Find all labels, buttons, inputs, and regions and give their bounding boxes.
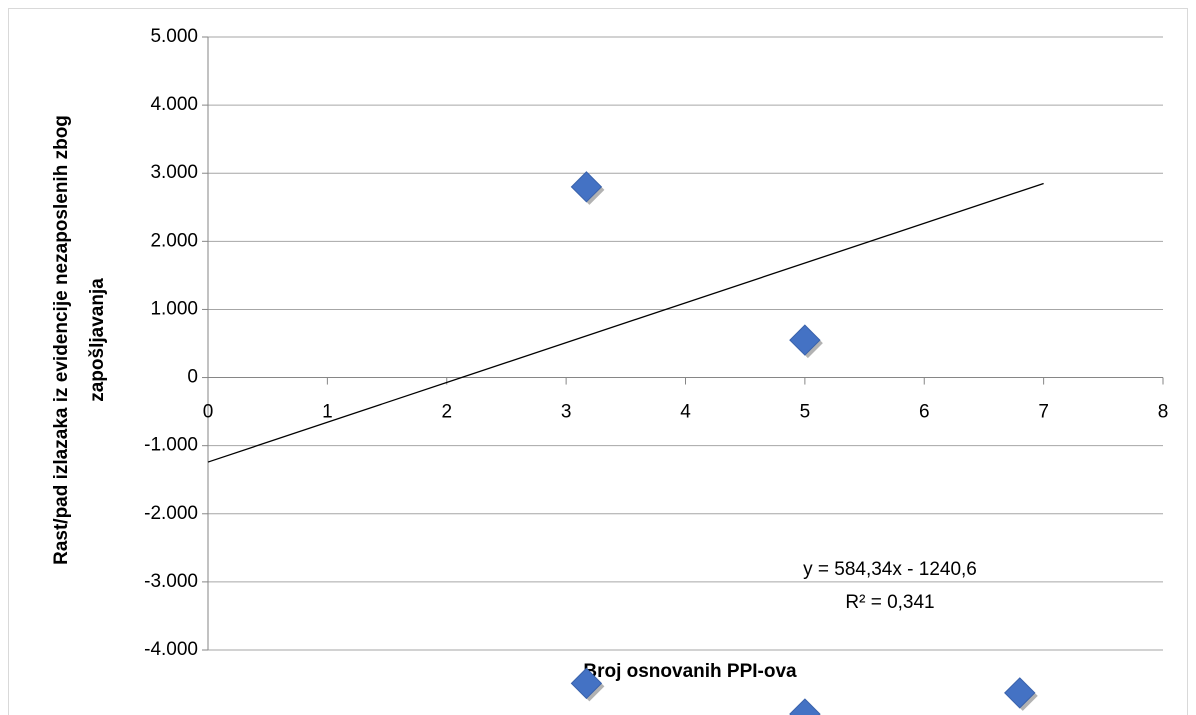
y-tick-label: 4.000 [150, 94, 198, 115]
trendline-equation: y = 584,34x - 1240,6 [803, 559, 977, 580]
x-tick-label: 3 [561, 402, 572, 423]
y-tick-label: -3.000 [144, 571, 198, 592]
scatter-point [570, 667, 603, 700]
x-axis-title: Broj osnovanih PPI-ova [583, 661, 797, 682]
x-tick-label: 8 [1158, 402, 1169, 423]
y-tick-label: 5.000 [150, 26, 198, 47]
y-tick-label: -2.000 [144, 503, 198, 524]
y-tick-label: -4.000 [144, 639, 198, 660]
x-tick-label: 5 [800, 402, 811, 423]
y-tick-label: 2.000 [150, 230, 198, 251]
trendline-r2: R² = 0,341 [845, 592, 934, 613]
scatter-point [1004, 677, 1036, 709]
x-tick-label: 0 [203, 402, 214, 423]
x-tick-label: 2 [441, 402, 452, 423]
y-tick-label: -1.000 [144, 435, 198, 456]
trendline [207, 182, 1044, 463]
x-tick-label: 1 [322, 402, 333, 423]
x-tick-label: 4 [680, 402, 691, 423]
y-tick-label: 0 [187, 367, 198, 388]
scatter-point [570, 171, 603, 203]
y-axis-title: Rast/pad izlazaka iz evidencije nezaposl… [51, 115, 72, 565]
scatter-point [789, 698, 821, 715]
chart-frame [8, 8, 1188, 715]
x-tick-label: 7 [1038, 402, 1049, 423]
y-tick-label: 1.000 [150, 298, 198, 319]
y-tick-label: 3.000 [150, 162, 198, 183]
scatter-point [789, 324, 821, 356]
x-tick-label: 6 [919, 402, 930, 423]
y-axis-title: zapošljavanja [87, 278, 108, 402]
